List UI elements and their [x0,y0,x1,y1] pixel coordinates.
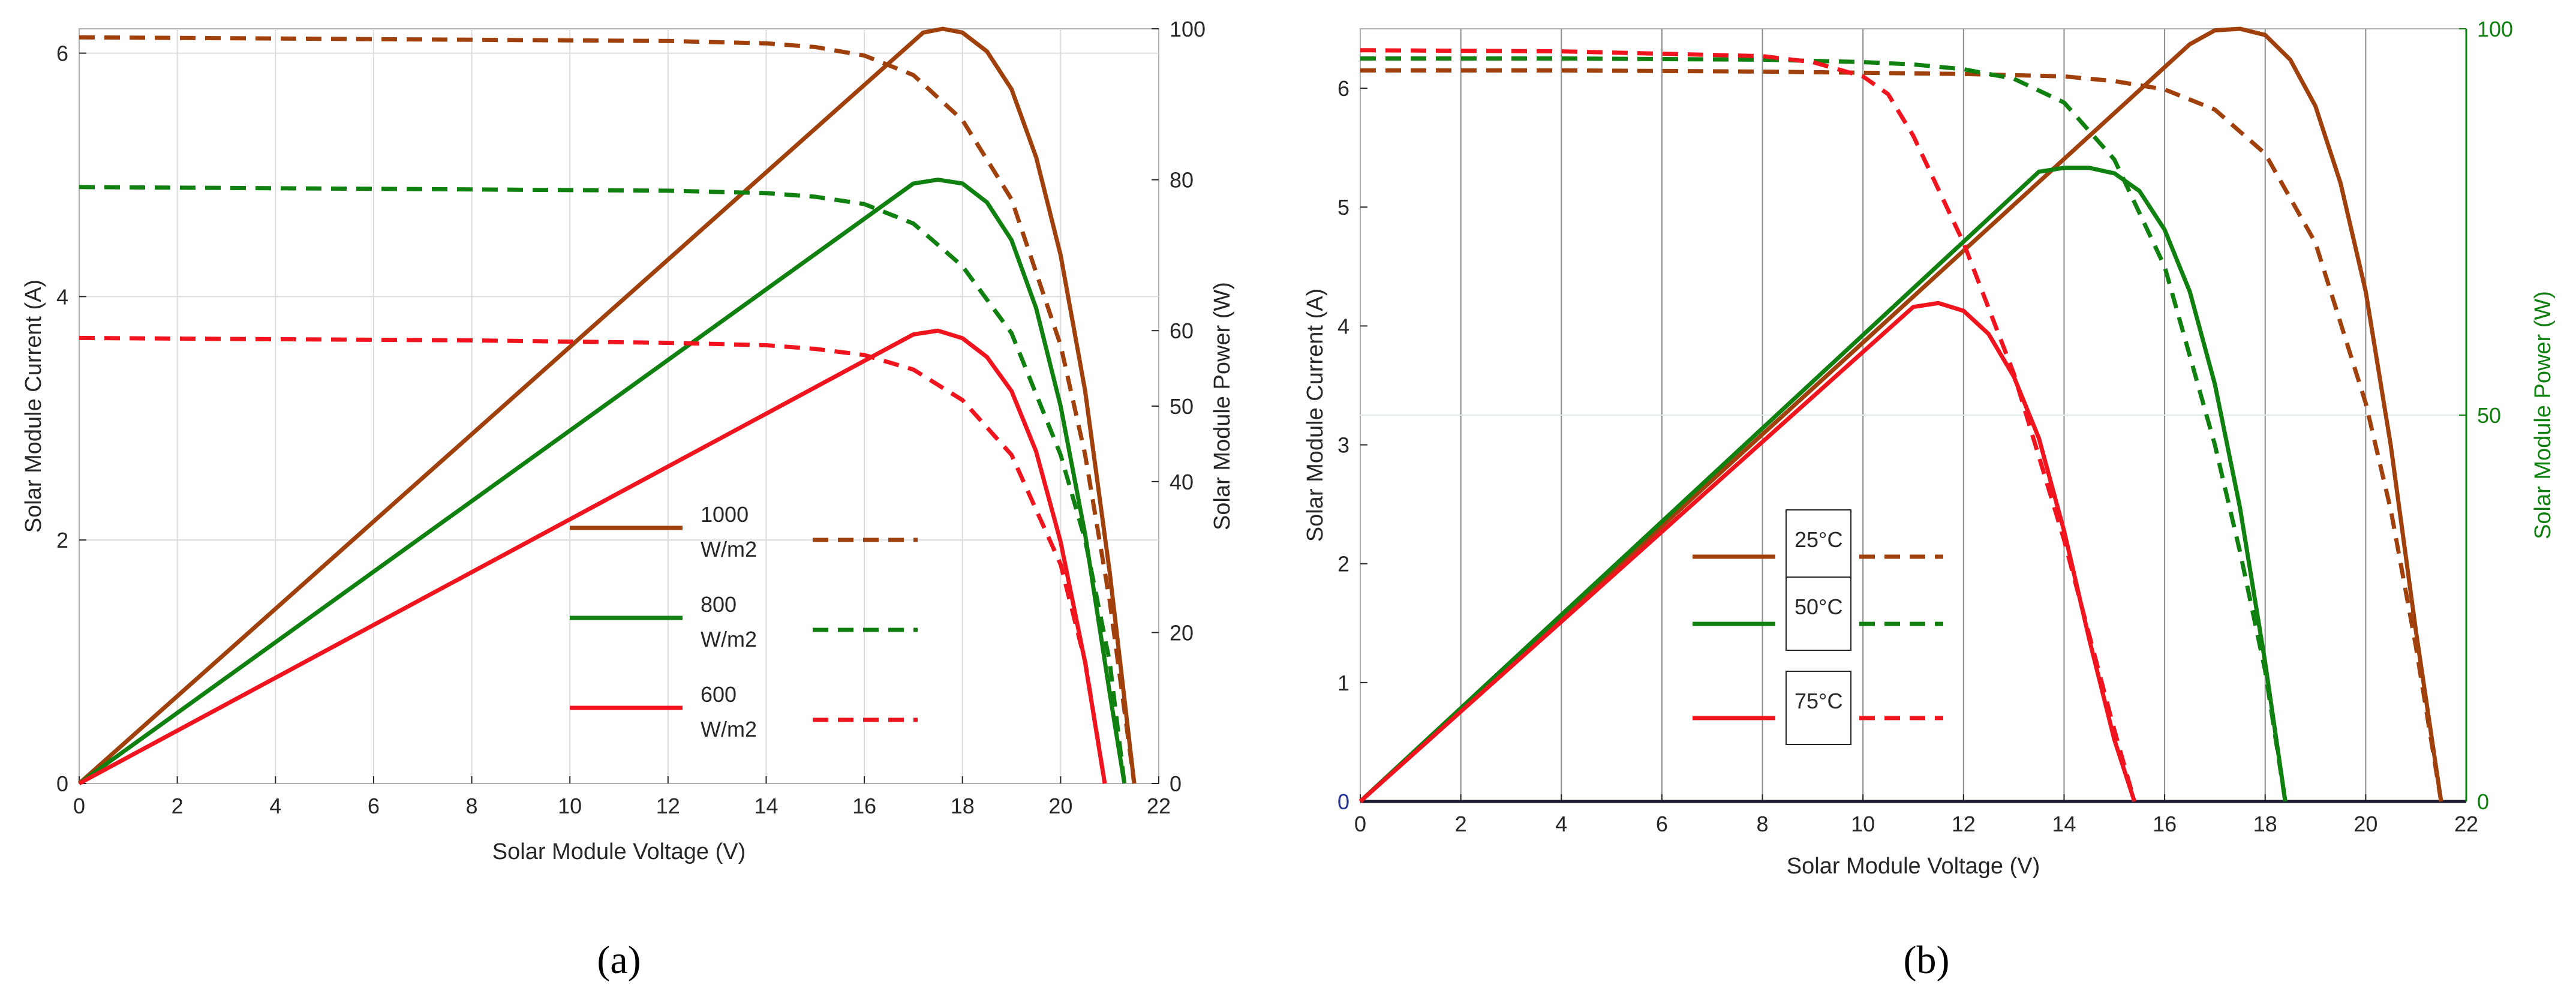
x-tick-label: 6 [368,794,380,818]
x-tick-label: 4 [1555,812,1567,836]
x-tick-label: 2 [172,794,184,818]
legend-item-75-c: 75°C [1693,671,1943,745]
y-tick-label: 4 [1337,314,1349,338]
y2-tick-labels-b: 0 50 100 [2477,17,2513,814]
x-tick-label: 16 [852,794,876,818]
y2-tick-label: 20 [1170,620,1194,645]
current-line-1000-w-m2 [79,35,1137,784]
legend-b: 25°C 50°C 75°C [1693,509,1943,745]
x-tick-label: 0 [73,794,85,818]
legend-item-25-c: 25°C [1693,509,1943,584]
x-tick-label: 6 [1656,812,1668,836]
x-tick-label: 4 [269,794,281,818]
y-tick-label: 0 [1337,789,1349,814]
current-line-25-c [1360,68,2443,802]
legend-item-800-w-m2: 800 W/m2 [570,592,918,651]
grid-b [1360,28,2467,803]
x-tick-label: 14 [2052,812,2076,836]
power-line-800-w-m2 [77,178,1127,785]
y2-axis-label-a: Solar Module Power (W) [1210,282,1235,530]
legend-label-box [1786,509,1851,584]
x-tick-label: 8 [1757,812,1769,836]
x-tick-label: 14 [754,794,778,818]
x-tick-label: 18 [2253,812,2277,836]
x-tick-label: 22 [1147,794,1171,818]
y-tick-label: 6 [1337,76,1349,101]
x-axis-label-b: Solar Module Voltage (V) [1787,854,2040,879]
series-lines-a [77,26,1137,786]
y2-tick-label: 50 [2477,403,2501,428]
x-tick-label: 16 [2153,812,2177,836]
legend-label-line2: W/m2 [701,627,757,651]
series-lines-b [1358,26,2443,803]
x-tick-label: 20 [2353,812,2377,836]
caption-b: (b) [1904,938,1950,982]
current-line-75-c [1360,48,2137,802]
legend-a: 1000 W/m2 800 W/m2 600 W/m2 [570,502,918,741]
y-tick-label: 2 [1337,552,1349,576]
power-line-600-w-m2 [78,328,1107,786]
y2-tick-label: 0 [1170,771,1182,796]
y-tick-labels-a: 0 2 4 6 [56,41,68,796]
power-line-1000-w-m2 [77,26,1137,785]
current-line-50-c [1360,56,2288,802]
y-axis-label-b: Solar Module Current (A) [1303,289,1328,542]
y2-tick-label: 0 [2477,789,2489,814]
y2-tick-label: 60 [1170,319,1194,343]
x-tick-label: 22 [2454,812,2478,836]
y2-tick-label: 100 [1170,17,1206,41]
x-tick-label: 20 [1048,794,1072,818]
y-tick-label: 2 [56,528,68,552]
current-line-600-w-m2 [79,335,1107,784]
y-tick-label: 3 [1337,433,1349,458]
x-tick-label: 10 [558,794,582,818]
y-tick-label: 4 [56,284,68,309]
x-tick-label: 8 [466,794,478,818]
legend-label-line2: W/m2 [701,717,757,741]
legend-label: 50°C [1795,594,1842,619]
y2-tick-labels-a: 0 20 40 50 60 80 100 [1170,17,1206,796]
y-tick-label: 1 [1337,671,1349,695]
grid-a [79,28,1159,784]
legend-item-600-w-m2: 600 W/m2 [570,682,918,741]
legend-label: 75°C [1795,689,1842,713]
power-line-25-c [1358,26,2443,803]
y2-tick-label: 40 [1170,470,1194,494]
legend-label-line1: 800 [701,592,737,617]
y2-tick-label: 100 [2477,17,2513,41]
caption-a: (a) [597,938,641,982]
x-tick-label: 10 [1851,812,1875,836]
legend-label-box [1786,671,1851,745]
power-line-50-c [1358,166,2288,803]
x-tick-labels-b: 0 2 4 6 8 10 12 14 16 18 20 22 [1354,812,2478,836]
y-tick-label: 0 [56,771,68,796]
y-axis-label-a: Solar Module Current (A) [21,280,46,533]
legend-label: 25°C [1795,527,1842,552]
x-axis-label-a: Solar Module Voltage (V) [492,839,746,864]
legend-item-1000-w-m2: 1000 W/m2 [570,502,918,561]
y2-axis-label-b: Solar Module Power (W) [2530,291,2556,539]
y-tick-label: 6 [56,41,68,66]
x-tick-label: 18 [951,794,975,818]
legend-label-box [1786,576,1851,651]
legend-label-line1: 1000 [701,502,749,527]
y2-tick-label: 80 [1170,168,1194,193]
y-tick-labels-b: 0 1 2 3 4 5 6 [1337,76,1349,814]
legend-label-line2: W/m2 [701,537,757,561]
legend-label-line1: 600 [701,682,737,707]
y2-tick-label: 50 [1170,394,1194,419]
x-tick-labels-a: 0 2 4 6 8 10 12 14 16 18 20 22 [73,794,1171,818]
x-tick-label: 12 [1952,812,1976,836]
legend-item-50-c: 50°C [1693,576,1943,651]
x-tick-label: 2 [1455,812,1467,836]
plot-area-a [79,28,1159,784]
y-tick-label: 5 [1337,195,1349,220]
x-tick-label: 12 [656,794,680,818]
x-tick-label: 0 [1354,812,1366,836]
current-line-800-w-m2 [79,185,1127,784]
